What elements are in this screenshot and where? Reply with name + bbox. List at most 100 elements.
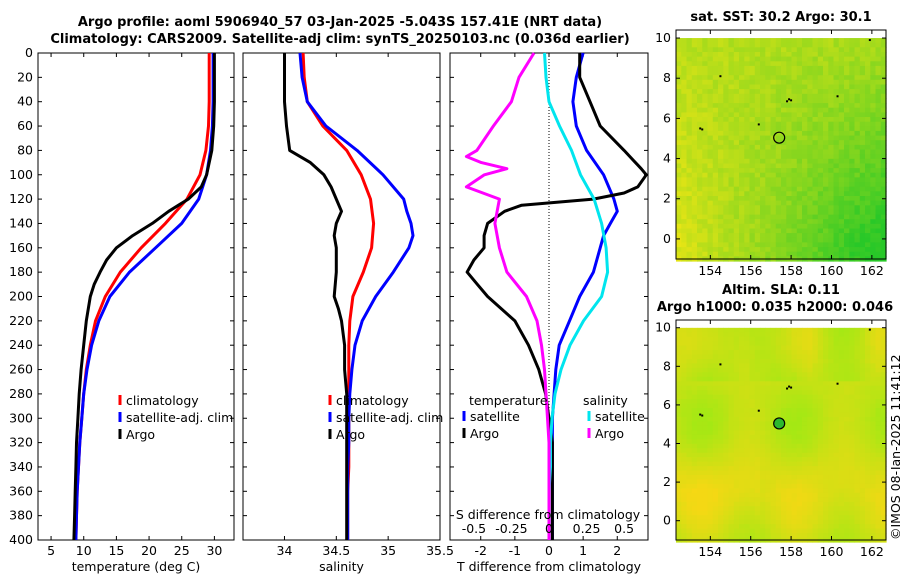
- legend-label-salinity: satellite-adj. clim: [336, 410, 443, 425]
- legend-title-salinity: salinity: [583, 393, 628, 408]
- ytick-label: 240: [9, 337, 33, 352]
- island: [790, 386, 793, 389]
- island: [786, 387, 789, 390]
- s-tick-label: 0.5: [614, 521, 634, 536]
- map-ytick-label-sst-map: 6: [663, 110, 671, 125]
- argo-marker-sst-map: [773, 131, 786, 144]
- legend-label-temperature: Argo: [126, 427, 155, 442]
- map-ytick-label-sla-map: 10: [655, 320, 671, 335]
- island: [788, 98, 791, 101]
- xtick-label-temperature: 15: [108, 543, 124, 558]
- map-ytick-label-sst-map: 2: [663, 191, 671, 206]
- s-tick-label: 0.25: [573, 521, 601, 536]
- ytick-label: 180: [9, 264, 33, 279]
- ytick-label: 380: [9, 508, 33, 523]
- island: [836, 95, 839, 98]
- argo-marker-sla-map: [773, 417, 786, 430]
- ytick-label: 80: [17, 142, 33, 157]
- island: [701, 414, 704, 417]
- map-ytick-label-sst-map: 8: [663, 70, 671, 85]
- map-frame-sst-map: [675, 29, 887, 260]
- legend-label-temperature: climatology: [126, 393, 199, 408]
- xtick-label-salinity: 34: [277, 543, 293, 558]
- map-ytick-label-sla-map: 8: [663, 358, 671, 373]
- map-ytick-label-sst-map: 0: [663, 231, 671, 246]
- s-tick-label: -0.5: [462, 521, 486, 536]
- xtick-label-differences: 0: [545, 543, 553, 558]
- xtick-label-temperature: 5: [47, 543, 55, 558]
- island: [699, 413, 702, 416]
- map1-title: sat. SST: 30.2 Argo: 30.1: [690, 10, 872, 25]
- island: [786, 100, 789, 103]
- island: [868, 39, 871, 42]
- panel-frame-salinity: [242, 52, 441, 541]
- map-xtick-label-sst-map: 162: [860, 263, 884, 278]
- map-xtick-label-sst-map: 158: [779, 263, 803, 278]
- map-xtick-label-sla-map: 162: [860, 544, 884, 559]
- map-frame-sla-map: [675, 319, 887, 541]
- ytick-label: 40: [17, 94, 33, 109]
- map2-subtitle: Argo h1000: 0.035 h2000: 0.046: [656, 300, 894, 315]
- map-xtick-label-sla-map: 154: [698, 544, 722, 559]
- xlabel-top-differences: S difference from climatology: [456, 507, 641, 522]
- map-ytick-label-sla-map: 4: [663, 436, 671, 451]
- xtick-label-salinity: 34.5: [322, 543, 350, 558]
- series-salinity-1: [298, 52, 415, 540]
- map-field-sla-map: [676, 320, 887, 543]
- map-field-sst-map: [676, 30, 887, 262]
- legend-label-differences: Argo: [470, 426, 499, 441]
- legend-label-differences: Argo: [595, 426, 624, 441]
- xtick-label-differences: 2: [613, 543, 621, 558]
- s-tick-label: -0.25: [495, 521, 527, 536]
- panel-frame-temperature: [37, 52, 235, 541]
- xtick-label-temperature: 20: [141, 543, 157, 558]
- xtick-label-differences: 1: [579, 543, 587, 558]
- island: [719, 363, 722, 366]
- legend-label-differences: satellite: [470, 409, 520, 424]
- ytick-label: 100: [9, 167, 33, 182]
- legend-label-salinity: climatology: [336, 393, 409, 408]
- map-ytick-label-sla-map: 6: [663, 397, 671, 412]
- ytick-label: 400: [9, 532, 33, 547]
- ytick-label: 280: [9, 386, 33, 401]
- island: [790, 99, 793, 102]
- ytick-label: 20: [17, 69, 33, 84]
- figure-header: Argo profile: aoml 5906940_57 03-Jan-202…: [30, 14, 650, 48]
- island: [788, 385, 791, 388]
- map-xtick-label-sla-map: 158: [779, 544, 803, 559]
- ytick-label: 160: [9, 240, 33, 255]
- xlabel-differences: T difference from climatology: [456, 559, 642, 574]
- s-tick-label: 0: [545, 521, 553, 536]
- xtick-label-salinity: 35: [380, 543, 396, 558]
- ytick-label: 260: [9, 362, 33, 377]
- map-xtick-label-sst-map: 156: [739, 263, 763, 278]
- map-ytick-label-sst-map: 4: [663, 151, 671, 166]
- map2-title: Altim. SLA: 0.11: [722, 283, 840, 298]
- ytick-label: 200: [9, 289, 33, 304]
- island: [868, 328, 871, 331]
- ytick-label: 360: [9, 483, 33, 498]
- xtick-label-differences: -2: [474, 543, 486, 558]
- legend-title-temperature: temperature: [469, 393, 548, 408]
- xtick-label-differences: -1: [509, 543, 521, 558]
- ytick-label: 220: [9, 313, 33, 328]
- map-xtick-label-sst-map: 160: [820, 263, 844, 278]
- legend-label-temperature: satellite-adj. clim: [126, 410, 233, 425]
- ytick-label: 0: [25, 45, 33, 60]
- island: [701, 128, 704, 131]
- xlabel-salinity: salinity: [319, 559, 364, 574]
- legend-label-salinity: Argo: [336, 427, 365, 442]
- xtick-label-temperature: 25: [174, 543, 190, 558]
- ytick-label: 140: [9, 215, 33, 230]
- series-differences-3: [464, 52, 551, 540]
- ytick-label: 120: [9, 191, 33, 206]
- map-xtick-label-sla-map: 160: [820, 544, 844, 559]
- ytick-label: 340: [9, 459, 33, 474]
- xtick-label-salinity: 35.5: [426, 543, 454, 558]
- header-line-2: Climatology: CARS2009. Satellite-adj cli…: [50, 32, 630, 47]
- xtick-label-temperature: 10: [76, 543, 92, 558]
- xlabel-temperature: temperature (deg C): [72, 559, 201, 574]
- map-xtick-label-sst-map: 154: [698, 263, 722, 278]
- series-temperature-2: [72, 53, 216, 541]
